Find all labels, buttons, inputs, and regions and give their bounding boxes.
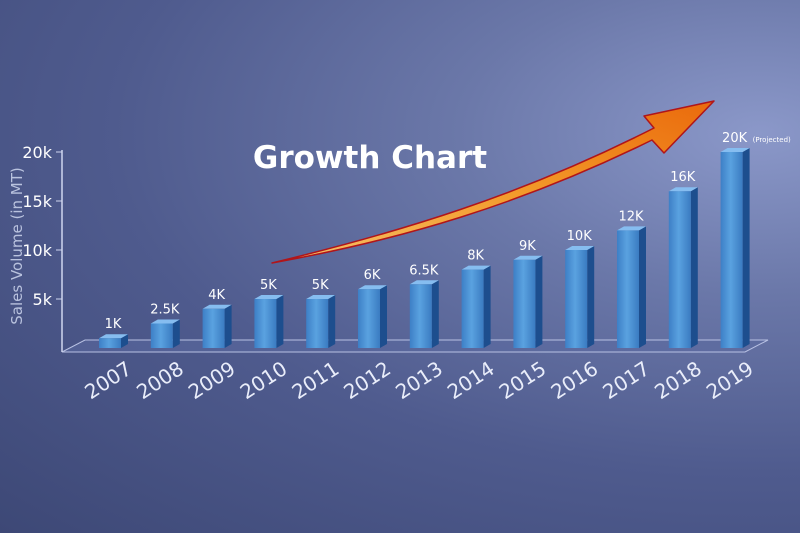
x-tick-label: 2019 bbox=[702, 356, 758, 404]
x-tick-label: 2012 bbox=[339, 356, 395, 404]
bar-side bbox=[742, 148, 750, 348]
x-tick-label: 2018 bbox=[650, 356, 706, 404]
bar bbox=[461, 269, 484, 348]
bar-side bbox=[224, 304, 232, 348]
bar-group: 6.5K 2013 bbox=[391, 263, 447, 404]
bar bbox=[306, 299, 329, 348]
bar-side bbox=[483, 265, 491, 348]
bar-group: 6K 2012 bbox=[339, 268, 395, 404]
bar-top bbox=[409, 280, 439, 285]
x-tick-label: 2009 bbox=[184, 356, 240, 404]
chart-title: Growth Chart bbox=[253, 140, 487, 176]
bar-side bbox=[431, 280, 439, 348]
x-tick-label: 2011 bbox=[288, 356, 344, 404]
data-label: 12K bbox=[618, 209, 644, 224]
bar bbox=[358, 289, 380, 348]
bar bbox=[150, 323, 173, 348]
bar-group: 8K 2014 bbox=[443, 249, 499, 404]
bar-side bbox=[328, 295, 336, 348]
x-tick-label: 2016 bbox=[547, 356, 603, 404]
bar-top bbox=[358, 285, 387, 290]
bar bbox=[720, 152, 743, 348]
bar bbox=[99, 338, 121, 348]
bar bbox=[565, 250, 588, 348]
y-tick-label: 20k bbox=[22, 143, 52, 162]
bar-group: 9K 2015 bbox=[495, 239, 551, 404]
bar-top bbox=[202, 304, 232, 309]
data-label: 10K bbox=[567, 229, 593, 244]
bar-group: 16K 2018 bbox=[650, 170, 706, 404]
bar-group: 1K 2007 bbox=[80, 317, 136, 404]
bar-top bbox=[565, 246, 595, 250]
bar-side bbox=[587, 246, 595, 348]
bar bbox=[202, 308, 225, 348]
x-tick-label: 2013 bbox=[391, 356, 447, 404]
bar-side bbox=[121, 334, 128, 348]
bar-group: 20K 2019 bbox=[702, 131, 758, 404]
bar-top bbox=[720, 148, 750, 152]
bar-top bbox=[150, 319, 180, 324]
data-label: 2.5K bbox=[150, 303, 180, 318]
bar-top bbox=[254, 295, 284, 299]
bar bbox=[513, 259, 536, 348]
bar-side bbox=[276, 295, 284, 348]
data-label: 20K bbox=[722, 131, 748, 146]
bar bbox=[617, 230, 639, 348]
data-label: 6K bbox=[364, 268, 381, 283]
data-label: 6.5K bbox=[409, 263, 439, 278]
data-label: 8K bbox=[467, 249, 484, 264]
data-label: 5K bbox=[312, 278, 329, 293]
y-ticks: 5k 10k 15k 20k bbox=[22, 143, 62, 309]
bar-top bbox=[306, 295, 336, 299]
bar-top bbox=[617, 226, 646, 231]
bar-side bbox=[535, 255, 543, 348]
bar-top bbox=[513, 255, 543, 260]
bar-top bbox=[99, 334, 128, 339]
y-axis-title: Sales Volume (in MT) bbox=[8, 167, 26, 325]
bar-side bbox=[172, 319, 180, 348]
bar bbox=[409, 284, 432, 348]
x-tick-label: 2015 bbox=[495, 356, 551, 404]
bar-top bbox=[668, 187, 698, 192]
data-label: 5K bbox=[260, 278, 277, 293]
x-tick-label: 2008 bbox=[132, 356, 188, 404]
bar-group: 2.5K 2008 bbox=[132, 303, 188, 405]
bar bbox=[254, 299, 277, 348]
x-tick-label: 2017 bbox=[598, 356, 654, 404]
bar bbox=[668, 191, 691, 348]
bar-side bbox=[380, 285, 387, 348]
data-label: 9K bbox=[519, 239, 536, 254]
x-tick-label: 2010 bbox=[236, 356, 292, 404]
x-tick-label: 2007 bbox=[80, 356, 136, 404]
bar-top bbox=[461, 265, 491, 270]
bar-side bbox=[690, 187, 698, 348]
bar-side bbox=[639, 226, 646, 348]
bar-group: 10K 2016 bbox=[547, 229, 603, 404]
data-label: 16K bbox=[670, 170, 696, 185]
growth-trend-arrow bbox=[271, 100, 715, 264]
data-label: 1K bbox=[105, 317, 122, 332]
x-tick-label: 2014 bbox=[443, 356, 499, 404]
projected-note: (Projected) bbox=[753, 136, 791, 144]
y-tick-label: 5k bbox=[33, 290, 53, 309]
y-tick-label: 10k bbox=[22, 241, 52, 260]
y-tick-label: 15k bbox=[22, 192, 52, 211]
data-label: 4K bbox=[208, 288, 225, 303]
bar-group: 12K 2017 bbox=[598, 209, 654, 404]
